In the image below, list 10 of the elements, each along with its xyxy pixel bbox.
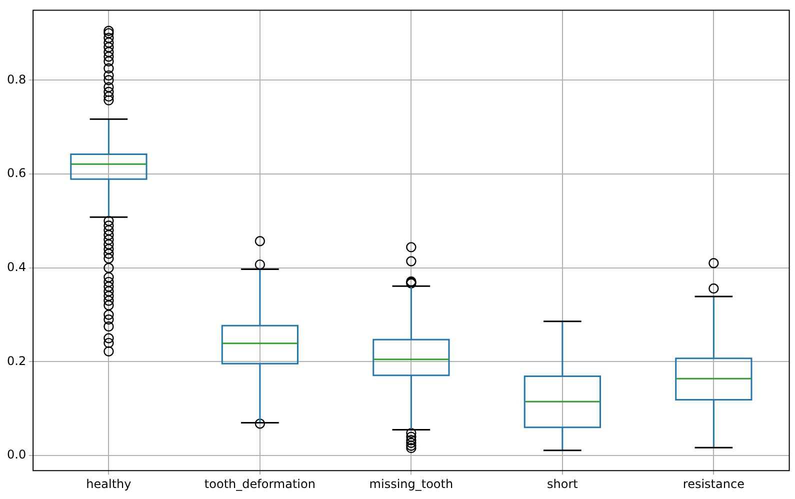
x-tick-label: healthy (86, 476, 132, 491)
y-tick-label: 0.8 (6, 72, 26, 86)
y-tick-label: 0.4 (6, 260, 26, 274)
x-tick-label: resistance (682, 476, 744, 491)
y-tick-label: 0.2 (6, 354, 26, 368)
x-tick-label: tooth_deformation (204, 476, 316, 491)
x-tick-label: short (547, 476, 578, 491)
y-tick-label: 0.6 (6, 166, 26, 180)
y-tick-label: 0.0 (6, 448, 26, 462)
x-tick-label: missing_tooth (369, 476, 454, 491)
